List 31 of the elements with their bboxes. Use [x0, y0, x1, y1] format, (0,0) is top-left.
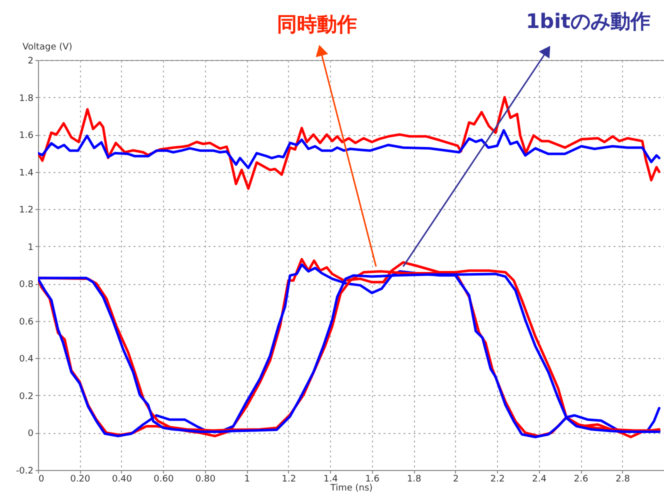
x-tick-label: 1.6 [365, 474, 380, 484]
x-tick-label: 0 [38, 474, 44, 484]
y-tick-label: 1.8 [19, 94, 34, 104]
annotation: 1bitのみ動作 [526, 9, 650, 33]
x-tick-label: 1 [244, 474, 250, 484]
y-tick-label: -0.2 [16, 466, 34, 476]
x-axis-title: Time (ns) [329, 484, 373, 494]
annotation: 同時動作 [277, 12, 358, 36]
x-tick-label: 2.2 [490, 474, 505, 484]
x-tick-label: 2.4 [532, 474, 547, 484]
y-tick-label: 0 [28, 429, 34, 440]
y-tick-label: 1.4 [19, 168, 34, 178]
y-tick-label: 0.4 [19, 354, 34, 365]
y-tick-label: 0.2 [19, 392, 34, 402]
x-tick-label: 0.80 [195, 474, 216, 484]
y-axis-title: Voltage (V) [22, 42, 72, 52]
x-tick-label: 1.8 [406, 474, 422, 484]
x-tick-label: 1.4 [323, 474, 338, 484]
x-tick-label: 2 [452, 474, 459, 484]
x-tick-label: 0.20 [70, 474, 91, 484]
y-tick-label: 1 [28, 242, 34, 253]
y-tick-label: 2 [28, 56, 34, 66]
x-tick-label: 2.6 [574, 474, 588, 484]
y-tick-label: 1.2 [19, 206, 34, 216]
y-tick-label: 0.8 [19, 280, 34, 290]
x-tick-label: 2.8 [616, 474, 630, 484]
x-tick-label: 0.40 [112, 474, 132, 484]
y-tick-label: 0.6 [19, 317, 34, 328]
x-tick-label: 0.60 [154, 474, 174, 484]
y-tick-label: 1.6 [19, 131, 34, 142]
x-tick-label: 1.2 [282, 474, 296, 484]
